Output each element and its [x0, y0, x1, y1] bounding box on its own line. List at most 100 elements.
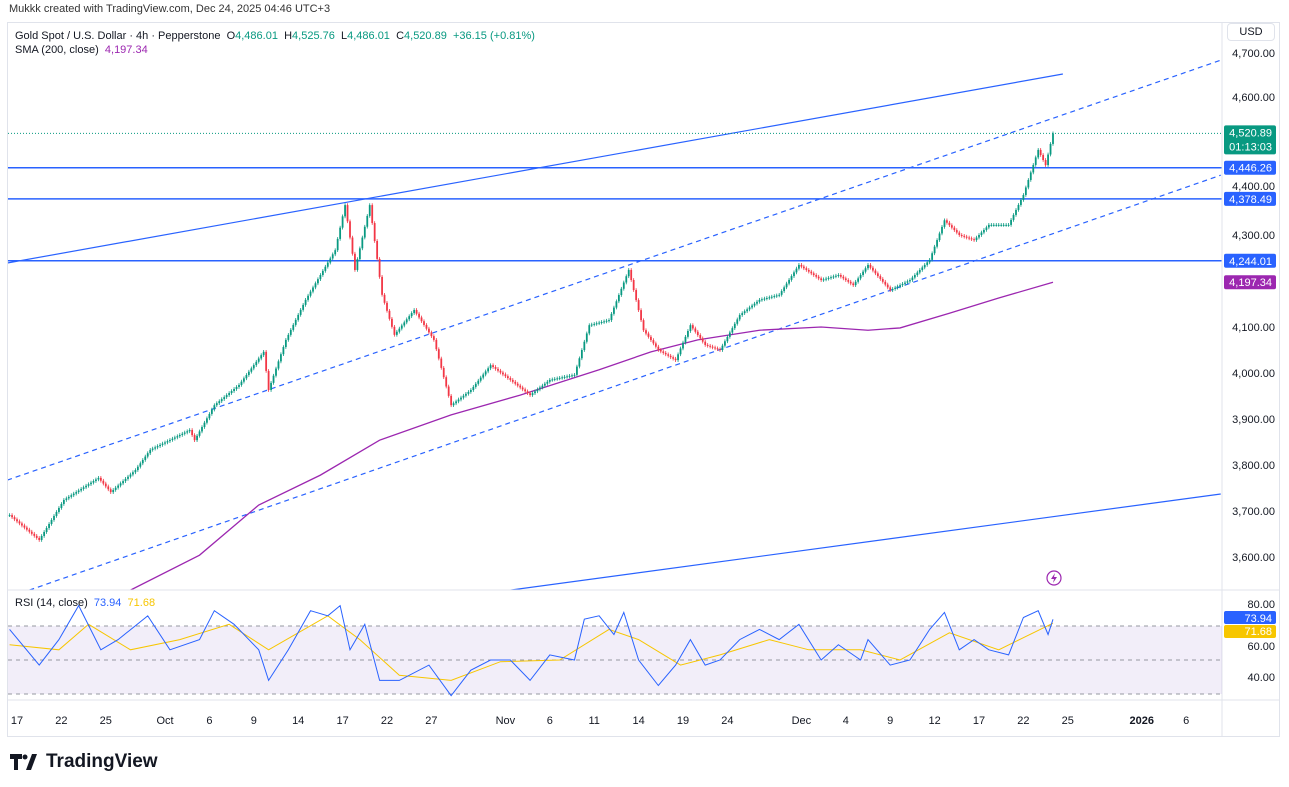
candle [654, 343, 657, 347]
candle [556, 378, 559, 380]
candle [539, 387, 541, 390]
candle [393, 326, 396, 335]
candle [206, 418, 208, 423]
candle [282, 347, 285, 355]
time-tick-label: 14 [292, 715, 304, 727]
time-tick-label: 6 [206, 715, 212, 727]
candle [487, 368, 490, 372]
symbol-name[interactable]: Gold Spot / U.S. Dollar · 4h · Peppersto… [15, 30, 221, 42]
candle [923, 264, 926, 268]
candle [704, 341, 707, 345]
candle [509, 378, 512, 380]
candle [381, 276, 383, 295]
time-tick-label: Nov [496, 715, 516, 727]
candle [472, 386, 475, 391]
candle [691, 325, 694, 329]
candle [87, 484, 90, 486]
candle [909, 280, 911, 282]
candle [334, 250, 337, 255]
lightning-icon-glyph [1051, 573, 1057, 583]
candle [499, 370, 502, 373]
rsi-signal-line [9, 615, 1054, 681]
candle [763, 298, 766, 300]
candle [250, 368, 253, 372]
candle [773, 296, 776, 298]
candle [590, 324, 593, 326]
candle [874, 270, 877, 274]
candle [366, 215, 369, 227]
candle [1010, 219, 1012, 225]
candle [307, 295, 309, 300]
sma-price-badge-bg [1224, 275, 1276, 290]
candle [997, 224, 1000, 226]
candle [309, 291, 312, 296]
candle [149, 449, 152, 454]
candle [588, 325, 591, 334]
candle [99, 477, 102, 481]
time-tick-label: 17 [11, 715, 23, 727]
rsi-legend-label[interactable]: RSI (14, close) [15, 597, 88, 609]
candle [714, 347, 716, 349]
candle [724, 341, 726, 346]
open-label: O [226, 30, 236, 42]
candle [970, 238, 973, 240]
candle [16, 519, 18, 522]
candle [112, 489, 115, 493]
candle [684, 336, 687, 343]
candle [25, 527, 28, 530]
candle [18, 521, 21, 524]
candle [314, 283, 317, 288]
main-pane [8, 59, 1222, 590]
candle [447, 386, 450, 396]
candle [1000, 224, 1003, 226]
candle [936, 240, 938, 247]
candle [943, 220, 946, 227]
candle [973, 239, 975, 241]
candle [674, 358, 677, 361]
candle [1007, 224, 1010, 226]
candle [514, 381, 517, 384]
candle [709, 345, 712, 347]
candle [1027, 179, 1030, 188]
candle [916, 272, 919, 276]
candle [349, 221, 351, 238]
candle [746, 309, 749, 312]
candle [753, 303, 756, 306]
tradingview-logo[interactable]: TradingView [10, 751, 158, 773]
candle [571, 375, 573, 377]
candle [405, 319, 408, 323]
sma-legend-label[interactable]: SMA (200, close) [15, 44, 99, 56]
candle [1052, 133, 1054, 144]
candle [872, 267, 874, 271]
candle [699, 335, 702, 339]
candle [1049, 143, 1052, 155]
candle [622, 282, 625, 289]
time-tick-label: 11 [588, 715, 599, 727]
candle [494, 367, 497, 369]
candle [677, 354, 679, 361]
candle [595, 323, 598, 325]
time-tick-label: 27 [425, 715, 437, 727]
candle [751, 305, 753, 308]
currency-button[interactable]: USD [1227, 23, 1275, 41]
candle [879, 276, 882, 279]
candle [432, 336, 435, 340]
candle [696, 331, 699, 336]
sma-price-badge: 4,197.34 [1229, 277, 1272, 289]
candle [35, 535, 38, 538]
candle [1002, 224, 1005, 226]
lightning-icon [1046, 570, 1062, 586]
candle [203, 422, 206, 428]
candle [625, 276, 628, 283]
time-tick-label: 9 [887, 715, 893, 727]
candle [1020, 199, 1022, 205]
candle [474, 383, 477, 387]
candle [462, 395, 465, 398]
candle [568, 375, 571, 377]
candle [428, 328, 430, 333]
price-tick-label: 4,600.00 [1232, 92, 1275, 104]
candle [950, 225, 953, 228]
candle [662, 351, 665, 353]
candle [904, 282, 906, 284]
